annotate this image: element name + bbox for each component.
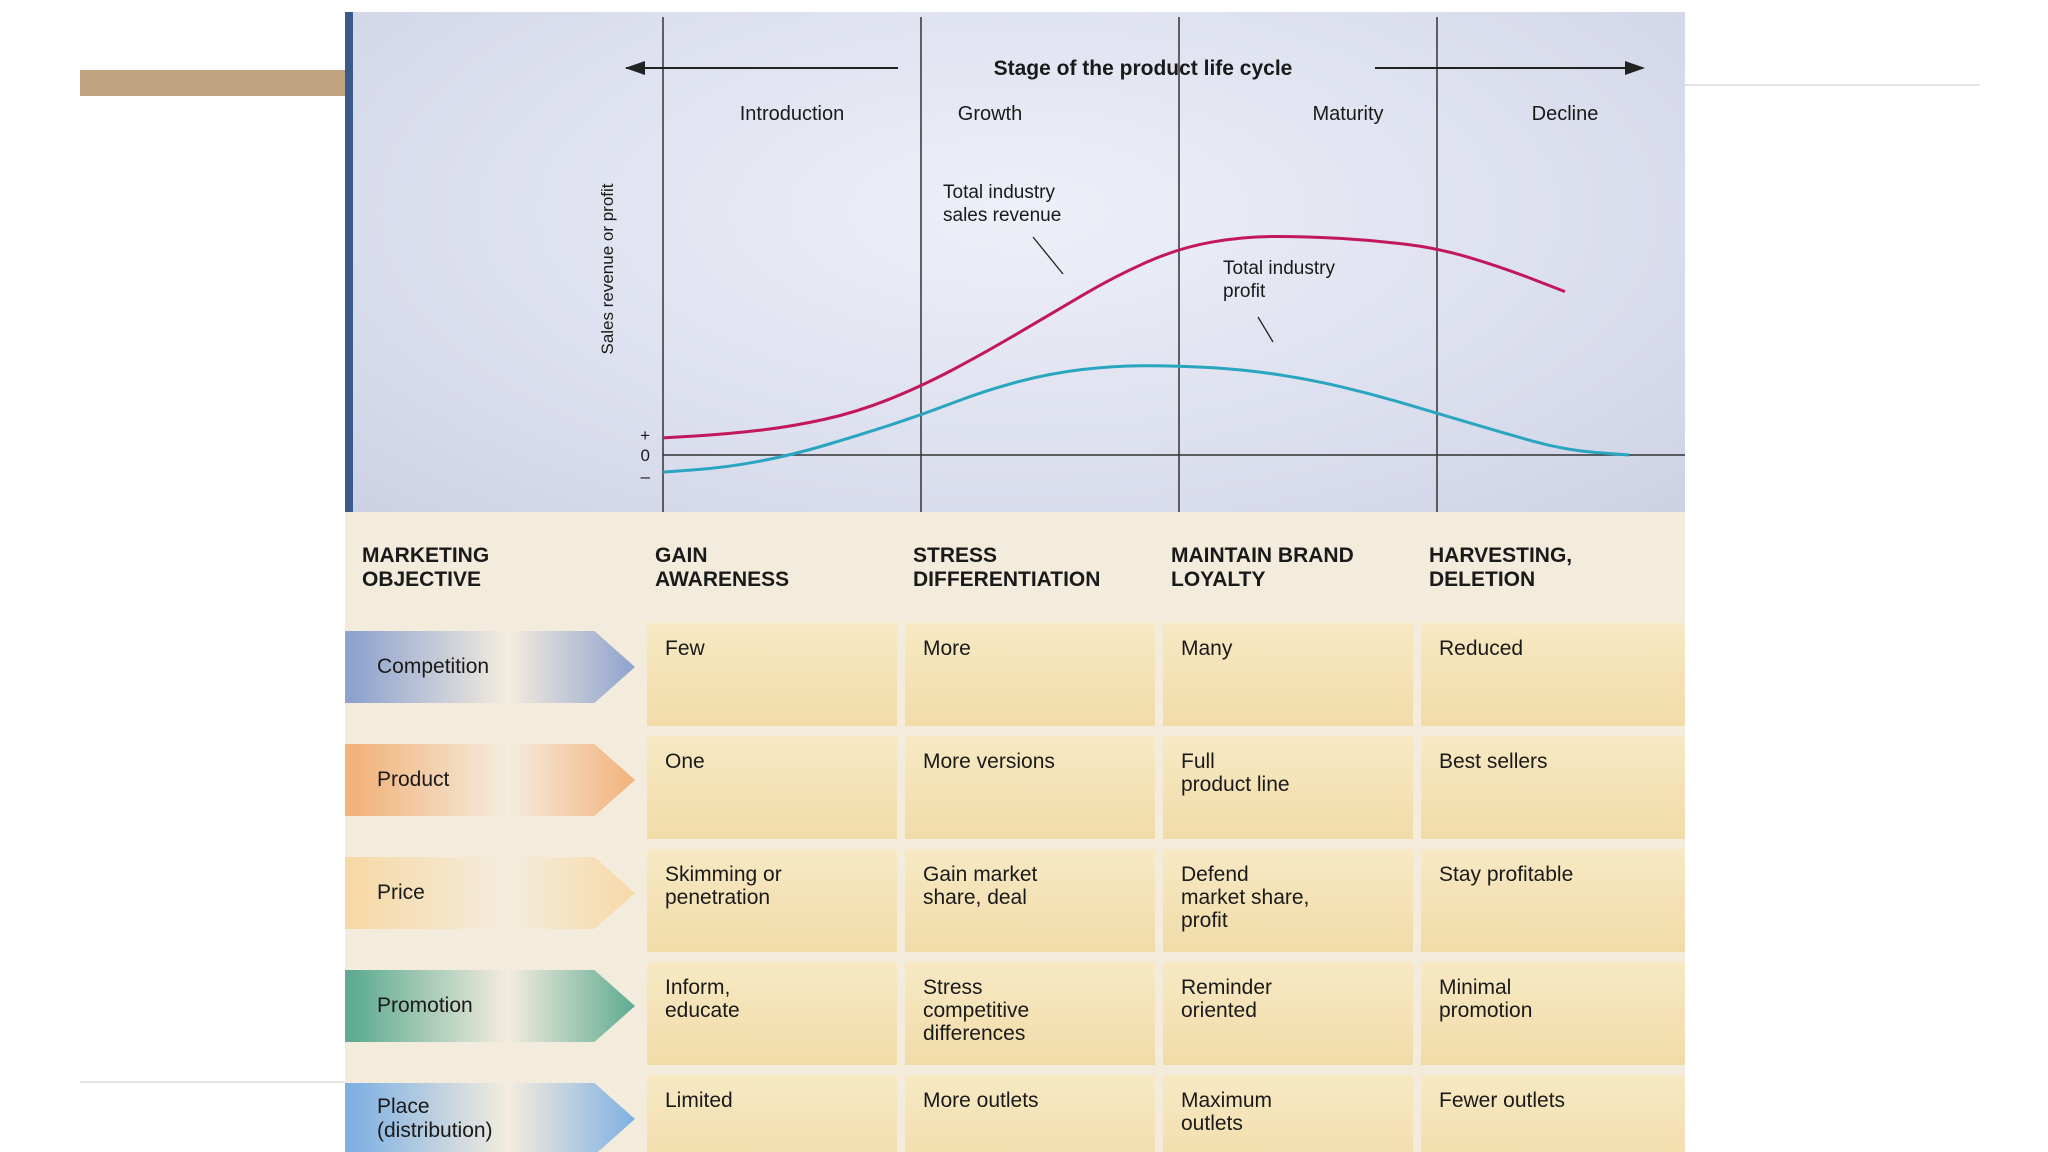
decorative-line-bottom <box>80 1081 345 1083</box>
product-life-cycle-figure: Stage of the product life cycle Introduct… <box>345 12 1685 1152</box>
title-arrow-left-head <box>625 61 645 75</box>
table-cell: Maximum outlets <box>1163 1075 1413 1152</box>
row-label-promotion: Promotion <box>345 970 635 1042</box>
table-cell: Fewer outlets <box>1421 1075 1685 1152</box>
stage-label-decline: Decline <box>1532 103 1599 125</box>
table-cell: Many <box>1163 623 1413 726</box>
table-cell: Gain market share, deal <box>905 849 1155 952</box>
table-cell: More outlets <box>905 1075 1155 1152</box>
stage-label-growth: Growth <box>958 103 1022 125</box>
row-label-place: Place (distribution) <box>345 1083 635 1152</box>
row-label-product: Product <box>345 744 635 816</box>
table-cell: Minimal promotion <box>1421 962 1685 1065</box>
strategy-table: MARKETING OBJECTIVE GAIN AWARENESS STRES… <box>345 512 1685 1152</box>
table-cell: Limited <box>647 1075 897 1152</box>
row-label-price: Price <box>345 857 635 929</box>
stage-label-introduction: Introduction <box>740 103 845 125</box>
table-cell: Reduced <box>1421 623 1685 726</box>
annotation-leader-line <box>1032 236 1064 275</box>
header-objective-growth: STRESS DIFFERENTIATION <box>913 544 1101 591</box>
table-cell: One <box>647 736 897 839</box>
chart-title: Stage of the product life cycle <box>994 57 1293 80</box>
table-cell: Stress competitive differences <box>905 962 1155 1065</box>
header-marketing-objective: MARKETING OBJECTIVE <box>362 544 490 591</box>
row-label-competition: Competition <box>345 631 635 703</box>
table-cell: More versions <box>905 736 1155 839</box>
header-objective-introduction: GAIN AWARENESS <box>655 544 790 591</box>
table-cell: Stay profitable <box>1421 849 1685 952</box>
series-line-profit <box>662 364 1630 474</box>
title-arrow-right-head <box>1625 61 1645 75</box>
y-tick-label: + <box>640 426 650 445</box>
annotation-label: profit <box>1223 281 1266 302</box>
decorative-line-top <box>1685 84 1980 86</box>
table-cell: Best sellers <box>1421 736 1685 839</box>
table-cell: Full product line <box>1163 736 1413 839</box>
annotation-label: sales revenue <box>943 205 1061 226</box>
table-cell: Skimming or penetration <box>647 849 897 952</box>
header-objective-decline: HARVESTING, DELETION <box>1429 544 1573 591</box>
y-tick-label: 0 <box>641 446 650 465</box>
decorative-accent-bar <box>80 70 350 96</box>
table-cell: Defend market share, profit <box>1163 849 1413 952</box>
table-cell: Inform, educate <box>647 962 897 1065</box>
series-line-sales-revenue <box>662 234 1566 440</box>
stage-label-maturity: Maturity <box>1312 103 1383 125</box>
annotation-leader-line <box>1257 316 1274 343</box>
table-cell: Reminder oriented <box>1163 962 1413 1065</box>
y-axis-label: Sales revenue or profit <box>598 183 617 354</box>
header-objective-maturity: MAINTAIN BRAND LOYALTY <box>1171 544 1354 591</box>
chart-svg: Stage of the product life cycle Introduct… <box>598 17 1685 512</box>
annotation-label: Total industry <box>943 182 1055 203</box>
y-tick-label: – <box>641 467 651 486</box>
annotation-label: Total industry <box>1223 258 1335 279</box>
table-cell: Few <box>647 623 897 726</box>
life-cycle-chart: Stage of the product life cycle Introduct… <box>345 12 1685 512</box>
table-cell: More <box>905 623 1155 726</box>
